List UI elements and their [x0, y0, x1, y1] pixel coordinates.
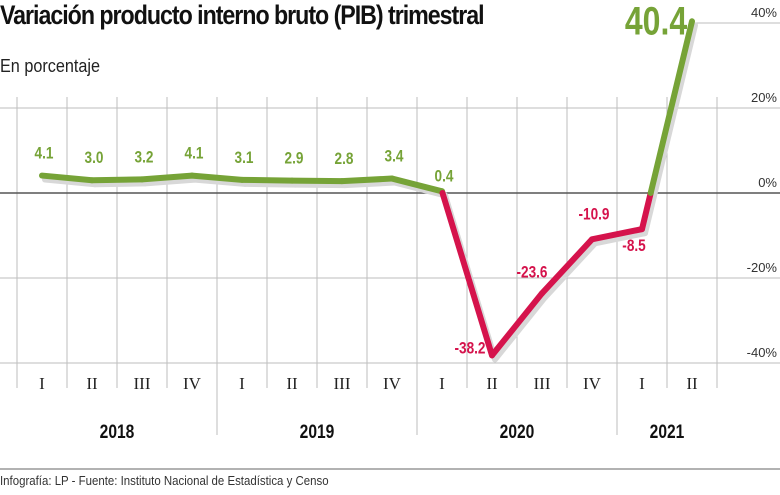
series-segment-positive	[389, 175, 445, 195]
quarter-label: IV	[583, 374, 602, 393]
data-label: 3.0	[85, 149, 104, 168]
chart-subtitle: En porcentaje	[0, 56, 100, 76]
quarter-label: II	[86, 374, 98, 393]
series-segment-negative	[539, 236, 595, 297]
series-segment-positive	[339, 175, 395, 185]
series-segment-negative	[639, 190, 654, 233]
line-shadow	[642, 194, 657, 237]
y-tick-label: 0%	[758, 175, 777, 190]
line-shadow	[492, 294, 548, 363]
quarter-label: IV	[383, 374, 402, 393]
quarter-label: I	[239, 374, 245, 393]
quarter-label: IV	[183, 374, 202, 393]
data-label: 3.1	[235, 148, 254, 167]
line-shadow	[242, 180, 298, 188]
source-footer: Infografía: LP - Fuente: Instituto Nacio…	[0, 473, 329, 488]
quarter-label: I	[439, 374, 445, 393]
y-tick-label: -20%	[747, 260, 778, 275]
data-label: -8.5	[622, 237, 646, 256]
year-label: 2021	[650, 421, 685, 443]
series-segment-negative	[589, 226, 645, 243]
series-segment-negative	[439, 190, 495, 359]
series-segment-positive	[647, 18, 695, 196]
line-shadow	[92, 180, 148, 188]
quarter-label: I	[639, 374, 645, 393]
series-segment-negative	[489, 290, 545, 359]
line-shadow	[142, 176, 198, 187]
series-segment-positive	[239, 176, 295, 184]
data-label: 3.4	[385, 147, 404, 166]
data-label: 4.1	[185, 144, 204, 163]
y-tick-label: 20%	[751, 90, 777, 105]
quarter-label: III	[334, 374, 351, 393]
data-label: 3.2	[135, 148, 154, 167]
data-label: 40.4	[625, 0, 687, 43]
year-label: 2018	[100, 421, 135, 443]
y-tick-label: 40%	[751, 5, 777, 20]
chart-title: Variación producto interno bruto (PIB) t…	[0, 0, 485, 30]
line-shadow	[592, 230, 648, 247]
quarter-label: II	[286, 374, 298, 393]
line-shadow	[42, 176, 98, 188]
line-shadow	[192, 176, 248, 187]
quarter-label: I	[39, 374, 45, 393]
data-label: 2.8	[335, 150, 354, 169]
data-label: -23.6	[517, 263, 548, 282]
line-shadow	[650, 22, 698, 200]
line-shadow	[342, 179, 398, 189]
year-label: 2020	[500, 421, 535, 443]
data-label: -38.2	[455, 339, 486, 358]
y-tick-label: -40%	[747, 345, 778, 360]
series-segment-positive	[189, 172, 245, 183]
quarter-label: II	[686, 374, 698, 393]
data-label: -10.9	[579, 205, 610, 224]
series-segment-positive	[39, 172, 95, 184]
quarter-label: III	[534, 374, 551, 393]
data-label: 2.9	[285, 149, 304, 168]
line-shadow	[542, 240, 598, 301]
series-segment-positive	[139, 172, 195, 183]
line-shadow	[392, 179, 448, 199]
series-segment-positive	[89, 176, 145, 184]
quarter-label: III	[134, 374, 151, 393]
data-label: 4.1	[35, 144, 54, 163]
data-label: 0.4	[435, 167, 454, 186]
quarter-label: II	[486, 374, 498, 393]
year-label: 2019	[300, 421, 335, 443]
